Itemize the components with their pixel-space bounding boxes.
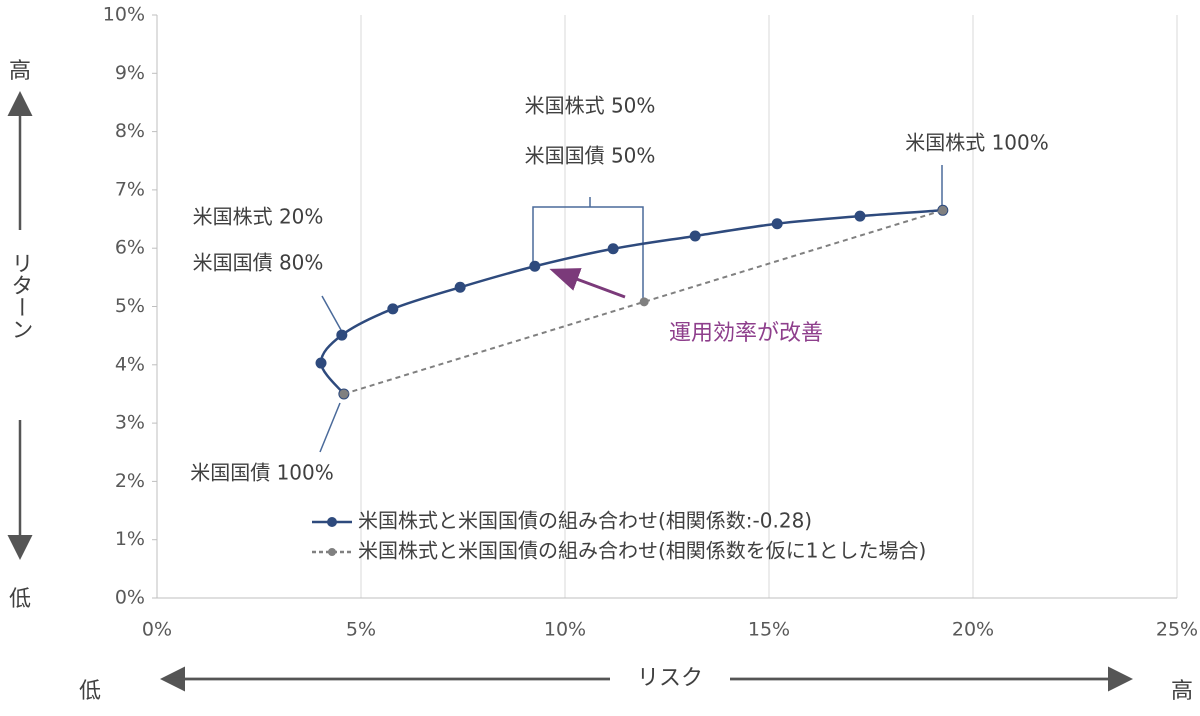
annotation: 米国株式 100% <box>905 131 1049 155</box>
y-tick-label: 2% <box>115 470 145 492</box>
x-axis-label: リスク <box>637 666 703 691</box>
x-high: 高 <box>1171 679 1193 704</box>
legend-label: 米国株式と米国国債の組み合わせ(相関係数を仮に1とした場合) <box>358 539 926 563</box>
series-line <box>343 209 944 395</box>
x-tick-label: 25% <box>1156 619 1198 641</box>
y-high: 高 <box>9 59 31 84</box>
x-low: 低 <box>79 679 101 704</box>
y-tick-label: 1% <box>115 528 145 550</box>
leader <box>321 295 342 331</box>
x-tick-label: 0% <box>142 619 172 641</box>
x-tick-label: 20% <box>952 619 994 641</box>
annotation: 米国国債 50% <box>525 144 656 168</box>
y-tick-label: 0% <box>115 587 145 609</box>
arrow <box>549 268 626 299</box>
leader <box>319 402 341 453</box>
y-tick-label: 7% <box>115 178 145 200</box>
y-tick-label: 8% <box>115 120 145 142</box>
point <box>854 210 866 222</box>
y-tick-label: 6% <box>115 237 145 259</box>
legend-marker <box>327 517 337 527</box>
point <box>315 357 327 369</box>
point <box>336 329 348 341</box>
annotation: 米国国債 80% <box>193 251 324 275</box>
x-tick-label: 15% <box>748 619 790 641</box>
point <box>689 230 701 242</box>
annotation: 米国国債 100% <box>190 461 334 485</box>
annotation: 米国株式 50% <box>525 94 656 118</box>
label-bg <box>610 660 730 698</box>
bracket <box>532 197 644 300</box>
y-axis-label: リターン <box>8 252 33 340</box>
point <box>339 389 349 399</box>
y-tick-label: 9% <box>115 62 145 84</box>
legend-label: 米国株式と米国国債の組み合わせ(相関係数:-0.28) <box>358 509 812 533</box>
y-tick-label: 4% <box>115 353 145 375</box>
annotation: 運用効率が改善 <box>669 321 823 346</box>
y-tick-label: 5% <box>115 295 145 317</box>
point <box>529 260 541 272</box>
point <box>639 297 649 307</box>
annotation: 米国株式 20% <box>193 205 324 229</box>
y-tick-label: 10% <box>103 4 145 26</box>
point <box>771 218 783 230</box>
point <box>454 281 466 293</box>
point <box>938 205 948 215</box>
x-tick-label: 10% <box>544 619 586 641</box>
x-tick-label: 5% <box>346 619 376 641</box>
y-low: 低 <box>9 587 31 612</box>
point <box>387 303 399 315</box>
legend-marker <box>328 548 336 556</box>
series-line <box>319 209 943 395</box>
point <box>607 243 619 255</box>
y-tick-label: 3% <box>115 412 145 434</box>
